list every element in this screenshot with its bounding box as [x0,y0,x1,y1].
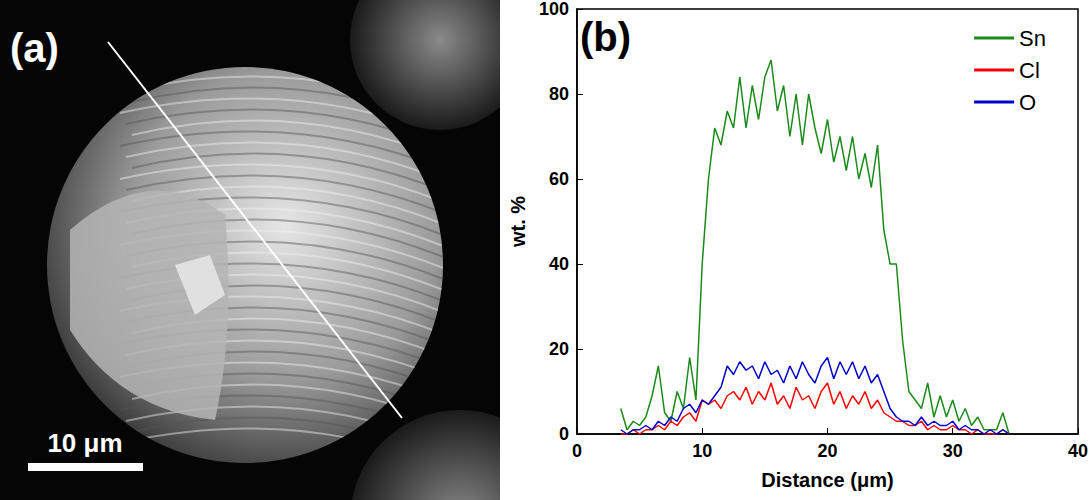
svg-text:40: 40 [1068,441,1088,461]
svg-text:100: 100 [539,0,569,19]
svg-text:(b): (b) [580,15,631,59]
svg-text:30: 30 [943,441,963,461]
svg-text:0: 0 [559,424,569,444]
svg-text:10 μm: 10 μm [47,428,122,458]
svg-text:10: 10 [692,441,712,461]
svg-text:wt. %: wt. % [507,196,529,248]
svg-text:80: 80 [549,84,569,104]
svg-text:O: O [1019,90,1036,115]
svg-text:(a): (a) [10,26,59,70]
svg-text:Distance (μm): Distance (μm) [761,469,893,491]
svg-text:60: 60 [549,169,569,189]
svg-text:0: 0 [572,441,582,461]
svg-text:Cl: Cl [1019,58,1040,83]
svg-text:20: 20 [549,339,569,359]
svg-text:20: 20 [817,441,837,461]
svg-text:40: 40 [549,254,569,274]
svg-text:Sn: Sn [1019,26,1046,51]
